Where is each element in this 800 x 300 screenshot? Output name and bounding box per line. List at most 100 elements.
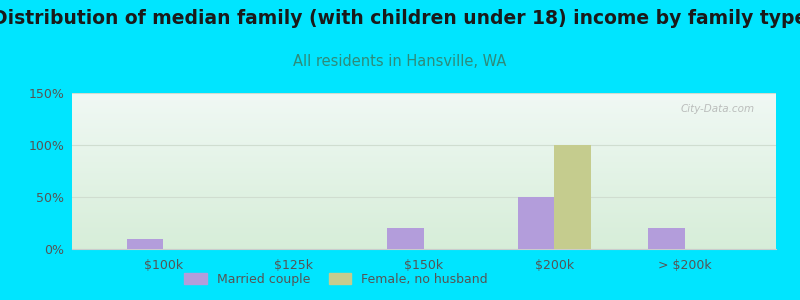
Bar (72, 169, 776, 170)
Bar (648, 228, 685, 249)
Bar (72, 221, 776, 222)
Bar (72, 228, 776, 229)
Bar (72, 230, 776, 231)
Bar (72, 224, 776, 225)
Bar (72, 127, 776, 128)
Bar (72, 233, 776, 234)
Bar (72, 184, 776, 185)
Bar (72, 190, 776, 191)
Bar (72, 103, 776, 104)
Bar (72, 155, 776, 156)
Bar (72, 243, 776, 244)
Bar (72, 189, 776, 190)
Bar (72, 145, 776, 146)
Bar (72, 201, 776, 202)
Bar (72, 240, 776, 241)
Bar (72, 213, 776, 214)
Bar (72, 170, 776, 171)
Text: Distribution of median family (with children under 18) income by family type: Distribution of median family (with chil… (0, 9, 800, 28)
Bar (72, 188, 776, 189)
Bar (72, 126, 776, 127)
Bar (72, 93, 776, 94)
Bar (72, 217, 776, 218)
Bar (72, 183, 776, 184)
Bar (72, 131, 776, 132)
Bar (72, 165, 776, 166)
Bar (72, 206, 776, 207)
Bar (72, 169, 776, 170)
Bar (72, 218, 776, 219)
Bar (72, 244, 776, 245)
Bar (72, 166, 776, 167)
Bar (72, 214, 776, 215)
Bar (72, 236, 776, 237)
Bar (72, 239, 776, 240)
Bar (72, 96, 776, 97)
Text: City-Data.com: City-Data.com (681, 104, 755, 114)
Bar (72, 245, 776, 246)
Bar (72, 106, 776, 107)
Bar (72, 159, 776, 160)
Bar (72, 178, 776, 179)
Bar (72, 161, 776, 162)
Bar (72, 232, 776, 233)
Bar (72, 146, 776, 147)
Bar (72, 132, 776, 133)
Bar (72, 129, 776, 130)
Bar (72, 229, 776, 230)
Bar (518, 197, 554, 249)
Bar (72, 151, 776, 152)
Bar (72, 104, 776, 105)
Bar (72, 128, 776, 129)
Bar (72, 114, 776, 115)
Bar (72, 195, 776, 196)
Bar (72, 246, 776, 247)
Bar (72, 97, 776, 98)
Bar (72, 157, 776, 158)
Bar (72, 222, 776, 223)
Bar (72, 176, 776, 177)
Bar (72, 208, 776, 209)
Bar (72, 248, 776, 249)
Bar (72, 203, 776, 204)
Bar (72, 216, 776, 217)
Bar (72, 94, 776, 95)
Bar (72, 120, 776, 121)
Bar (72, 210, 776, 211)
Bar (72, 148, 776, 149)
Bar (72, 173, 776, 174)
Bar (72, 100, 776, 101)
Bar (126, 238, 163, 249)
Bar (72, 162, 776, 163)
Bar (72, 199, 776, 200)
Bar (72, 187, 776, 188)
Bar (72, 112, 776, 113)
Bar (72, 200, 776, 201)
Bar (72, 220, 776, 221)
Bar (72, 163, 776, 164)
Bar (72, 234, 776, 235)
Bar (72, 247, 776, 248)
Bar (72, 194, 776, 195)
Bar (72, 219, 776, 220)
Bar (72, 202, 776, 203)
Bar (72, 147, 776, 148)
Bar (72, 122, 776, 123)
Bar (72, 152, 776, 153)
Bar (72, 137, 776, 138)
Bar (72, 160, 776, 161)
Bar (72, 238, 776, 239)
Bar (72, 237, 776, 238)
Bar (72, 107, 776, 108)
Bar (72, 186, 776, 187)
Bar (72, 98, 776, 99)
Bar (72, 212, 776, 213)
Bar (72, 134, 776, 135)
Bar (72, 116, 776, 117)
Bar (72, 209, 776, 210)
Bar (72, 177, 776, 178)
Bar (72, 99, 776, 100)
Bar (72, 164, 776, 165)
Bar (72, 192, 776, 193)
Bar (72, 139, 776, 140)
